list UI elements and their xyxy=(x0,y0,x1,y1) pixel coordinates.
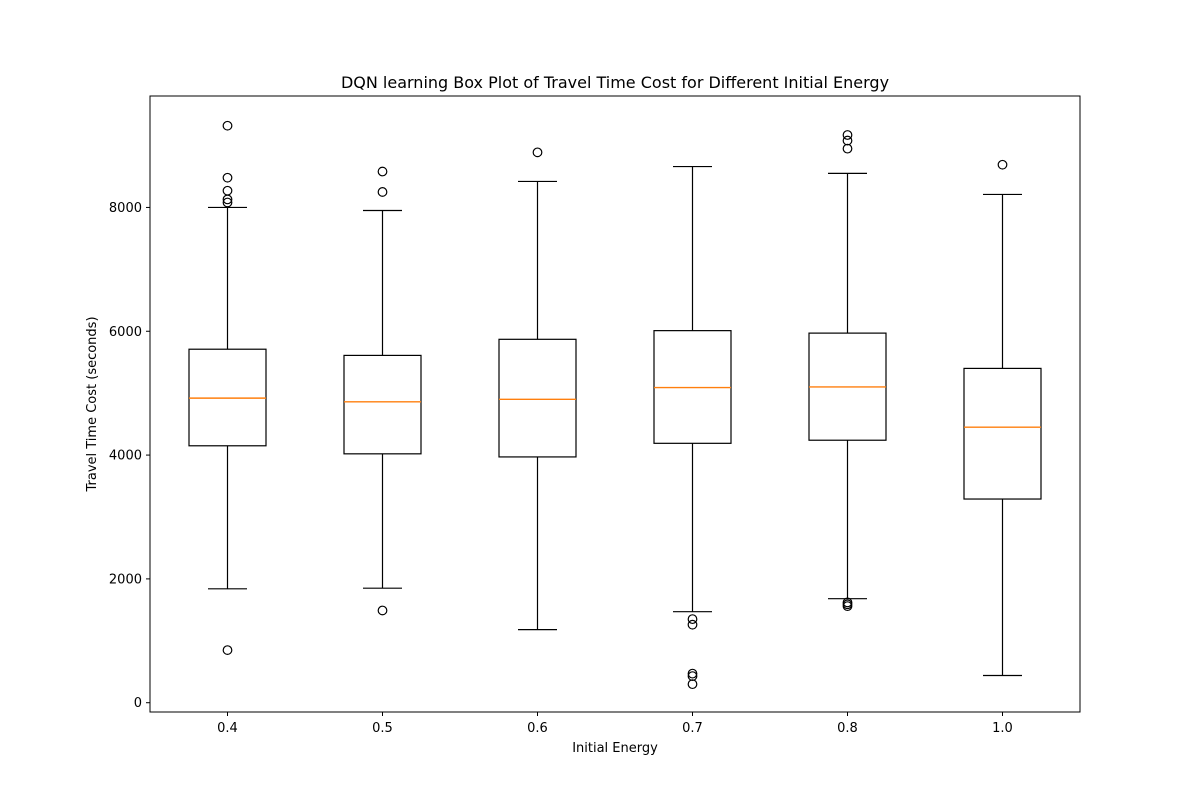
outlier-ie-0-8-3 xyxy=(842,143,853,154)
outlier-ie-0-7-3 xyxy=(687,671,698,681)
x-axis-label: Initial Energy xyxy=(572,741,658,756)
box-ie-0-6 xyxy=(498,338,577,458)
box-ie-0-5 xyxy=(343,354,422,455)
plot-area: 0 2000 4000 6000 8000 0.4 0.5 0.6 0.7 0.8 1.0 xyxy=(109,95,1081,736)
chart-title: DQN learning Box Plot of Travel Time Cos… xyxy=(341,73,889,92)
outlier-ie-0-4-4 xyxy=(222,172,233,183)
outlier-ie-0-7-1 xyxy=(687,614,698,625)
y-tick-label-6000: 6000 xyxy=(109,325,142,340)
x-tick-label-0-8: 0.8 xyxy=(837,721,858,736)
outlier-ie-0-5-1 xyxy=(377,187,388,197)
outlier-ie-0-4-5 xyxy=(222,120,233,131)
y-axis-label: Travel Time Cost (seconds) xyxy=(85,316,100,492)
y-tick-label-4000: 4000 xyxy=(109,449,142,464)
outlier-ie-0-5-0 xyxy=(377,605,388,616)
box-ie-1-0 xyxy=(963,367,1042,500)
plot-frame xyxy=(149,95,1081,713)
outlier-ie-0-7-0 xyxy=(687,619,698,630)
outlier-ie-0-6-0 xyxy=(532,147,543,158)
outlier-ie-0-7-4 xyxy=(687,668,698,679)
outlier-ie-0-8-2 xyxy=(842,597,853,608)
outlier-ie-0-4-3 xyxy=(222,185,233,196)
outlier-ie-0-8-4 xyxy=(842,135,853,146)
outlier-ie-0-4-0 xyxy=(222,645,233,655)
y-tick-label-8000: 8000 xyxy=(109,201,142,216)
x-tick-label-1-0: 1.0 xyxy=(992,721,1013,736)
x-tick-label-0-5: 0.5 xyxy=(372,721,393,736)
outlier-ie-0-8-5 xyxy=(842,130,853,140)
x-tick-label-0-6: 0.6 xyxy=(527,721,548,736)
outlier-ie-0-5-2 xyxy=(377,166,388,177)
y-tick-label-0: 0 xyxy=(134,696,142,711)
y-tick-label-2000: 2000 xyxy=(109,572,142,587)
outlier-ie-1-0-0 xyxy=(997,159,1008,170)
x-tick-label-0-4: 0.4 xyxy=(217,721,238,736)
x-tick-label-0-7: 0.7 xyxy=(682,721,703,736)
outlier-ie-0-4-1 xyxy=(222,197,233,208)
outlier-ie-0-7-2 xyxy=(687,679,698,690)
